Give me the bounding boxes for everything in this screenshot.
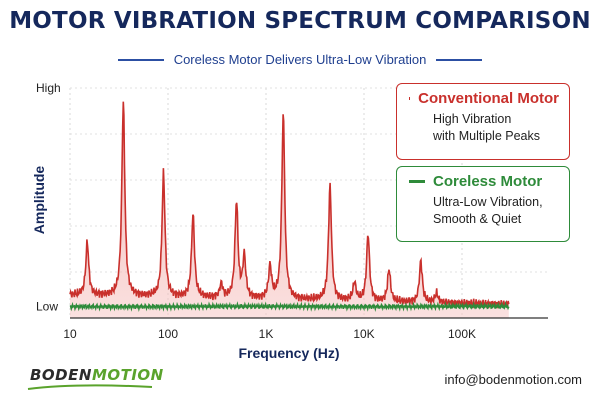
legend-conventional-desc-1: High Vibration [433,112,512,126]
x-ticks: 10 100 1K 10K 100K [63,327,476,341]
logo-swoosh-icon [27,384,153,390]
chart-subtitle: Coreless Motor Delivers Ultra-Low Vibrat… [173,52,427,67]
brand-logo: BODENMOTION [30,366,164,384]
subtitle-row: Coreless Motor Delivers Ultra-Low Vibrat… [0,52,600,67]
legend-conventional: Conventional Motor High Vibration with M… [396,83,570,160]
y-ticks: Low High [36,81,61,314]
y-axis-label: Amplitude [31,166,47,235]
x-tick-label: 100K [448,327,476,341]
legend-conventional-label: Conventional Motor [418,90,559,107]
coreless-series-line [69,301,510,312]
y-tick-label: High [36,81,61,95]
legend-coreless-desc-1: Ultra-Low Vibration, [433,195,543,209]
legend-coreless: Coreless Motor Ultra-Low Vibration, Smoo… [396,166,570,242]
conventional-area [70,101,509,318]
subtitle-rule-right [436,58,483,61]
x-tick-label: 1K [259,327,274,341]
subtitle-rule-left [117,58,164,61]
contact-email: info@bodenmotion.com [444,372,583,387]
legend-conventional-head: Conventional Motor [409,90,559,107]
x-tick-label: 100 [158,327,178,341]
brand-logo-part2: MOTION [91,366,164,384]
legend-coreless-desc-2: Smooth & Quiet [433,212,522,226]
legend-conventional-swatch [409,97,411,100]
x-tick-label: 10 [63,327,77,341]
legend-conventional-desc-2: with Multiple Peaks [433,129,540,143]
brand-logo-part1: BODEN [30,366,92,384]
conventional-series-line [69,101,510,309]
legend-coreless-head: Coreless Motor [409,173,559,190]
x-axis-label: Frequency (Hz) [238,345,339,361]
legend-coreless-label: Coreless Motor [433,173,543,190]
legend-coreless-swatch [409,180,425,183]
x-tick-label: 10K [353,327,374,341]
chart-title: MOTOR VIBRATION SPECTRUM COMPARISON [9,8,591,34]
y-tick-label: Low [36,300,58,314]
